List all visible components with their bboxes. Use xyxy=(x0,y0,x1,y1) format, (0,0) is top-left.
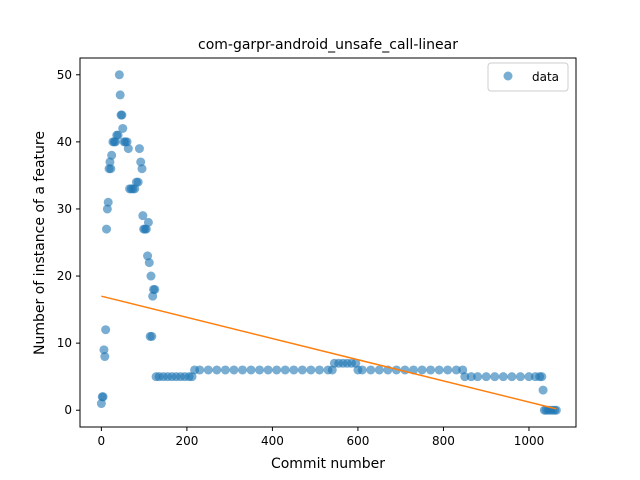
data-point xyxy=(146,271,156,281)
data-point xyxy=(113,130,123,140)
data-point xyxy=(137,164,147,174)
data-point xyxy=(101,325,111,335)
axis-ticks: 0 200 400 600 800 1000 0 10 20 30 40 50 xyxy=(57,68,545,448)
x-tick-label: 200 xyxy=(175,434,198,448)
x-axis-label: Commit number xyxy=(271,456,385,472)
x-tick-label: 800 xyxy=(432,434,455,448)
fit-line xyxy=(101,295,557,410)
y-axis-label: Number of instance of a feature xyxy=(32,131,48,355)
data-point xyxy=(123,144,133,154)
data-point xyxy=(537,372,547,382)
plot-area xyxy=(96,70,561,415)
y-tick-label: 0 xyxy=(64,403,72,417)
legend-label-data: data xyxy=(532,70,559,84)
data-point xyxy=(426,365,436,375)
data-point xyxy=(246,365,256,375)
y-tick-label: 40 xyxy=(57,135,72,149)
data-point xyxy=(106,164,116,174)
data-point xyxy=(100,352,110,362)
data-point xyxy=(255,365,265,375)
data-point xyxy=(229,365,239,375)
data-point xyxy=(143,217,153,227)
data-point xyxy=(150,284,160,294)
data-point xyxy=(443,365,453,375)
data-point xyxy=(263,365,273,375)
data-point xyxy=(551,405,561,415)
data-point xyxy=(481,372,491,382)
legend-marker-data xyxy=(503,71,513,81)
data-point xyxy=(466,372,476,382)
data-point xyxy=(306,365,316,375)
data-point xyxy=(417,365,427,375)
data-point xyxy=(117,110,127,120)
data-point xyxy=(122,137,132,147)
data-point xyxy=(280,365,290,375)
x-tick-label: 600 xyxy=(346,434,369,448)
data-point xyxy=(107,150,117,160)
data-point xyxy=(374,365,384,375)
legend: data xyxy=(487,62,569,92)
data-point xyxy=(147,331,157,341)
x-tick-label: 400 xyxy=(261,434,284,448)
legend-box xyxy=(487,62,569,92)
data-point xyxy=(102,224,112,234)
data-point xyxy=(272,365,282,375)
x-tick-label: 1000 xyxy=(514,434,545,448)
data-point xyxy=(115,90,125,100)
data-point xyxy=(134,144,144,154)
data-point xyxy=(203,365,213,375)
y-tick-label: 20 xyxy=(57,269,72,283)
data-point xyxy=(473,372,483,382)
data-point xyxy=(118,123,128,133)
data-point xyxy=(103,197,113,207)
data-point xyxy=(515,372,525,382)
data-point xyxy=(524,372,534,382)
data-point xyxy=(538,385,548,395)
y-tick-label: 30 xyxy=(57,202,72,216)
data-point xyxy=(114,70,124,80)
data-point xyxy=(498,372,508,382)
data-point xyxy=(212,365,222,375)
data-point xyxy=(98,392,108,402)
data-point xyxy=(102,204,112,214)
data-point xyxy=(136,157,146,167)
data-point xyxy=(133,177,143,187)
x-tick-label: 0 xyxy=(98,434,106,448)
data-point xyxy=(289,365,299,375)
data-point xyxy=(434,365,444,375)
y-tick-label: 10 xyxy=(57,336,72,350)
data-point xyxy=(297,365,307,375)
data-point xyxy=(490,372,500,382)
data-point xyxy=(220,365,230,375)
data-point xyxy=(237,365,247,375)
data-point xyxy=(357,365,367,375)
y-tick-label: 50 xyxy=(57,68,72,82)
data-point xyxy=(451,365,461,375)
data-point xyxy=(366,365,376,375)
data-point xyxy=(138,211,148,221)
data-point xyxy=(314,365,324,375)
data-point xyxy=(507,372,517,382)
axes-frame xyxy=(79,57,577,428)
chart-title: com-garpr-android_unsafe_call-linear xyxy=(198,37,458,53)
data-point xyxy=(144,258,154,268)
data-point xyxy=(460,372,470,382)
data-point xyxy=(99,345,109,355)
data-point xyxy=(195,365,205,375)
